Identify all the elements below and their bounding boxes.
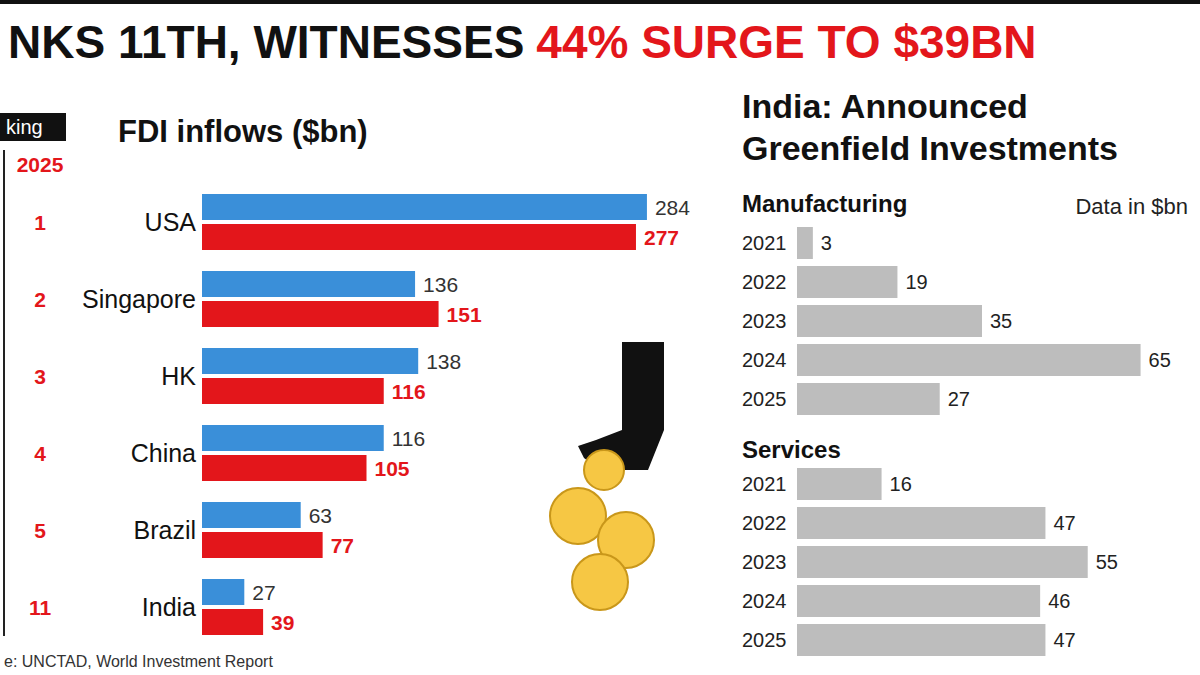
title-line: Greenfield Investments xyxy=(742,129,1118,167)
data-label: 284 xyxy=(655,196,690,219)
bar xyxy=(202,224,636,250)
panel-title: India: Announced Greenfield Investments xyxy=(742,87,1118,167)
category-label: 2021 xyxy=(742,473,787,495)
data-label: 3 xyxy=(821,232,832,254)
headline-text: NKS 11TH, WITNESSES xyxy=(8,16,524,68)
category-label: 2025 xyxy=(742,388,787,410)
data-label: 277 xyxy=(644,226,679,249)
bar xyxy=(797,546,1088,578)
rank-label: 11 xyxy=(29,596,52,619)
data-label: 77 xyxy=(331,534,354,557)
bar xyxy=(797,585,1040,617)
source: e: UNCTAD, World Investment Report xyxy=(4,653,273,670)
bar xyxy=(202,502,301,528)
rank-label: 5 xyxy=(34,519,46,542)
category-label: China xyxy=(131,439,196,467)
data-label: 151 xyxy=(447,303,482,326)
rank-label: 1 xyxy=(34,211,46,234)
bar xyxy=(797,227,813,259)
bar xyxy=(202,609,263,635)
bar xyxy=(797,507,1045,539)
data-label: 63 xyxy=(309,504,332,527)
bars xyxy=(797,468,1088,656)
rank-header-box xyxy=(0,113,66,141)
category-label: 2023 xyxy=(742,310,787,332)
rank-rule xyxy=(3,150,5,636)
panel-subtitle: Services xyxy=(742,436,841,463)
bar xyxy=(202,532,323,558)
data-label: 116 xyxy=(392,427,425,450)
rank-label: 3 xyxy=(34,365,46,388)
data-label: 16 xyxy=(890,473,912,495)
headline-highlight: 44% SURGE TO $39BN xyxy=(536,16,1036,68)
category-label: India xyxy=(142,593,196,621)
bar xyxy=(202,455,367,481)
data-label: 105 xyxy=(375,457,410,480)
category-label: 2022 xyxy=(742,271,787,293)
annotation: Data in $bn xyxy=(1075,194,1188,219)
rank-label: 4 xyxy=(34,442,46,465)
data-label: 116 xyxy=(392,380,426,403)
category-label: Brazil xyxy=(133,516,196,544)
chart-title: FDI inflows ($bn) xyxy=(118,114,368,149)
rank-year: 2025 xyxy=(17,153,64,176)
rank-header: king xyxy=(6,116,43,138)
coin xyxy=(572,554,628,610)
category-label: Singapore xyxy=(82,285,196,313)
coin xyxy=(584,450,624,490)
bar xyxy=(202,301,439,327)
headline: NKS 11TH, WITNESSES44% SURGE TO $39BN xyxy=(8,16,1037,68)
bar xyxy=(797,305,982,337)
hand xyxy=(578,342,664,470)
coin-icon xyxy=(550,342,664,610)
title-line: India: Announced xyxy=(742,87,1028,125)
category-label: USA xyxy=(145,208,197,236)
data-label: 47 xyxy=(1053,512,1075,534)
data-label: 39 xyxy=(271,611,294,634)
bars xyxy=(797,227,1141,415)
chart-root: NKS 11TH, WITNESSES44% SURGE TO $39BN kin… xyxy=(0,0,1200,675)
bar xyxy=(797,266,897,298)
data-label: 27 xyxy=(252,581,275,604)
bar xyxy=(797,383,940,415)
data-label: 55 xyxy=(1096,551,1118,573)
data-label: 35 xyxy=(990,310,1012,332)
bars xyxy=(202,194,647,635)
data-label: 65 xyxy=(1149,349,1171,371)
data-label: 19 xyxy=(905,271,927,293)
bar xyxy=(202,194,647,220)
panel-subtitle: Manufacturing xyxy=(742,190,907,217)
bar xyxy=(797,344,1141,376)
bar xyxy=(202,378,384,404)
category-label: 2024 xyxy=(742,590,787,612)
category-label: 2024 xyxy=(742,349,787,371)
category-label: 2023 xyxy=(742,551,787,573)
data-label: 136 xyxy=(423,273,458,296)
bar xyxy=(797,468,882,500)
data-label: 47 xyxy=(1053,629,1075,651)
bar xyxy=(202,579,244,605)
category-label: HK xyxy=(161,362,196,390)
data-label: 138 xyxy=(426,350,461,373)
top-rule xyxy=(0,0,1200,4)
category-label: 2025 xyxy=(742,629,787,651)
category-label: 2021 xyxy=(742,232,787,254)
bar xyxy=(202,425,384,451)
bar xyxy=(797,624,1045,656)
category-label: 2022 xyxy=(742,512,787,534)
data-label: 27 xyxy=(948,388,970,410)
bar xyxy=(202,348,418,374)
bar xyxy=(202,271,415,297)
background xyxy=(0,0,1200,675)
data-label: 46 xyxy=(1048,590,1070,612)
rank-label: 2 xyxy=(34,288,46,311)
